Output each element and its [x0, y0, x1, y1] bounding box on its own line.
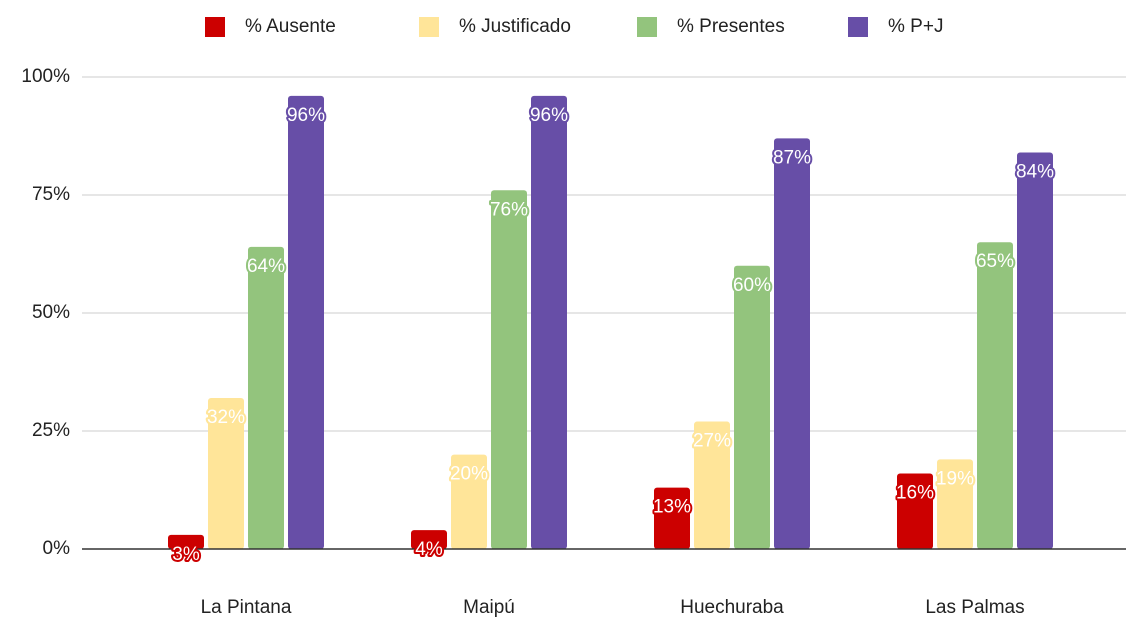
- value-label: 3%: [172, 544, 200, 565]
- value-label: 60%: [733, 275, 771, 296]
- bar: [411, 530, 447, 549]
- value-label: 20%: [450, 464, 488, 485]
- bar: [208, 397, 244, 549]
- bar: [248, 246, 284, 550]
- bar: [451, 454, 487, 549]
- value-label: 87%: [773, 147, 811, 168]
- x-tick-label: Huechuraba: [680, 597, 784, 618]
- bar: [977, 242, 1013, 549]
- value-label: 65%: [976, 251, 1014, 272]
- value-label: 76%: [490, 199, 528, 220]
- value-label: 96%: [287, 105, 325, 126]
- x-tick-label: Las Palmas: [925, 597, 1024, 618]
- legend-label: % Justificado: [459, 16, 571, 37]
- legend-label: % Presentes: [677, 16, 785, 37]
- value-label: 27%: [693, 431, 731, 452]
- y-tick-label: 100%: [21, 66, 70, 87]
- value-label: 13%: [653, 497, 691, 518]
- legend-label: % Ausente: [245, 16, 336, 37]
- legend-swatch: [848, 17, 868, 37]
- legend-swatch: [419, 17, 439, 37]
- y-tick-label: 75%: [32, 184, 70, 205]
- bar: [694, 421, 730, 549]
- bar: [774, 138, 810, 550]
- value-label: 19%: [936, 468, 974, 489]
- value-label: 96%: [530, 105, 568, 126]
- value-label: 84%: [1016, 162, 1054, 183]
- bar: [1017, 152, 1053, 549]
- legend-swatch: [205, 17, 225, 37]
- x-tick-label: La Pintana: [201, 597, 292, 618]
- y-tick-label: 25%: [32, 420, 70, 441]
- bar: [288, 95, 324, 549]
- bar: [734, 265, 770, 549]
- bar: [897, 473, 933, 549]
- legend-swatch: [637, 17, 657, 37]
- y-tick-label: 0%: [43, 538, 71, 559]
- bar: [654, 487, 690, 549]
- x-tick-label: Maipú: [463, 597, 515, 618]
- bar: [937, 459, 973, 549]
- bar: [491, 190, 527, 549]
- legend-label: % P+J: [888, 16, 943, 37]
- value-label: 64%: [247, 256, 285, 277]
- bar: [531, 95, 567, 549]
- value-label: 32%: [207, 407, 245, 428]
- value-label: 4%: [415, 539, 443, 560]
- bar: [168, 534, 204, 549]
- y-tick-label: 50%: [32, 302, 70, 323]
- value-label: 16%: [896, 482, 934, 503]
